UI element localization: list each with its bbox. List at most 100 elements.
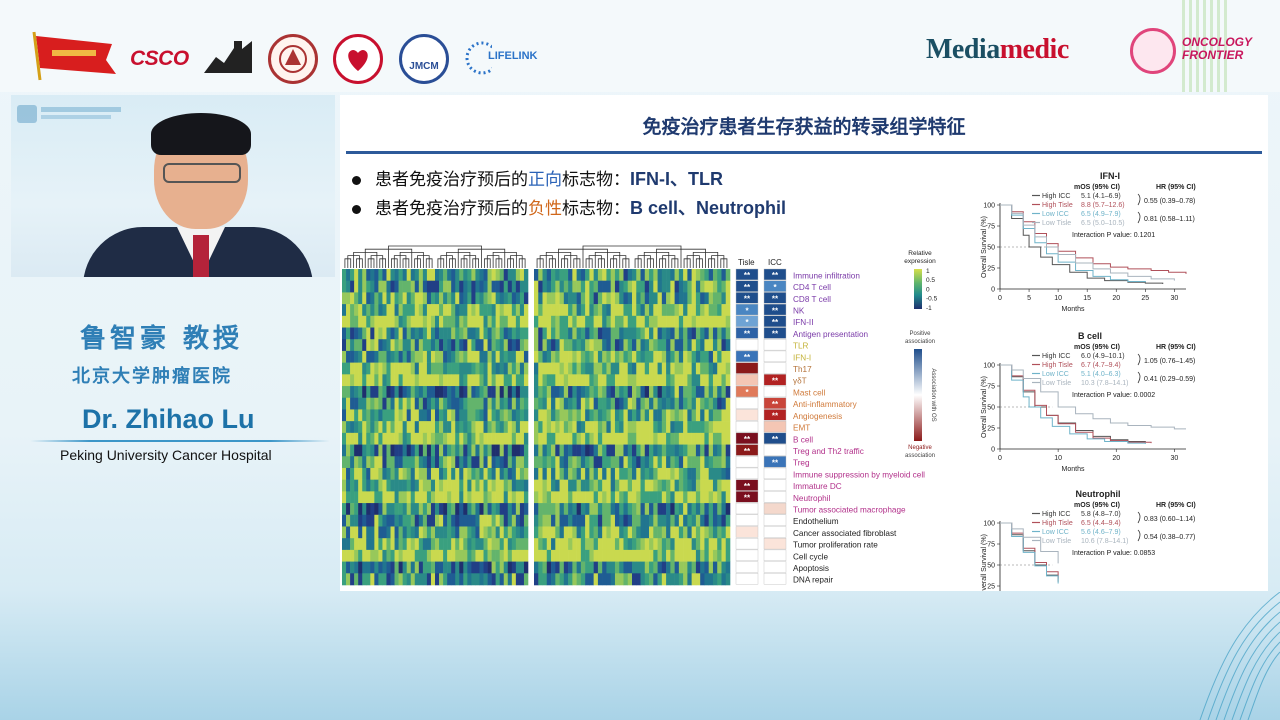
heatmap-cell xyxy=(657,339,663,352)
heatmap-cell xyxy=(382,561,387,574)
heatmap-cell xyxy=(555,479,560,492)
heatmap-cell xyxy=(342,526,347,539)
tisle-significance: ** xyxy=(744,447,751,456)
km-x-label: Months xyxy=(1062,306,1085,313)
heatmap-cell xyxy=(451,479,456,492)
heatmap-cell xyxy=(627,526,633,539)
heatmap-cell xyxy=(534,514,539,527)
heatmap-cell xyxy=(402,432,407,445)
heatmap-cell xyxy=(674,573,680,586)
heatmap-cell xyxy=(402,456,407,469)
heatmap-cell xyxy=(378,362,383,375)
heatmap-cell xyxy=(354,350,359,363)
heatmap-cell xyxy=(455,292,460,305)
heatmap-cell xyxy=(374,292,379,305)
heatmap-cell xyxy=(649,573,654,586)
heatmap-cell xyxy=(725,549,731,562)
heatmap-cell xyxy=(471,549,476,562)
heatmap-cell xyxy=(644,362,650,375)
heatmap-cell xyxy=(572,409,577,422)
heatmap-cell xyxy=(542,503,548,516)
km-hr-brace xyxy=(1137,529,1141,542)
heatmap-cell xyxy=(374,269,379,281)
heatmap-cell xyxy=(406,374,412,387)
tisle-association-cell xyxy=(735,339,759,351)
heatmap-cell xyxy=(386,444,391,457)
heatmap-cell xyxy=(479,444,484,457)
heatmap-cell xyxy=(394,549,399,562)
tisle-association-cell xyxy=(735,409,759,421)
heatmap-cell xyxy=(483,526,488,539)
heatmap-cell xyxy=(683,444,688,457)
heatmap-cell xyxy=(378,315,383,328)
heatmap-cell xyxy=(366,386,371,399)
heatmap-cell xyxy=(597,374,603,387)
pathway-label: Tumor associated macrophage xyxy=(793,505,906,514)
heatmap-cell xyxy=(386,292,391,305)
heatmap-cell xyxy=(700,386,705,399)
heatmap-cell xyxy=(455,315,460,328)
heatmap-cell xyxy=(519,573,525,586)
heatmap-cell xyxy=(519,280,525,293)
km-curve-low-icc xyxy=(1000,364,1146,444)
heatmap-cell xyxy=(519,409,525,422)
km-legend-mos: 5.1 (4.1–6.9) xyxy=(1081,193,1121,200)
heatmap-cell xyxy=(479,432,484,445)
heatmap-cell xyxy=(426,444,432,457)
heatmap-cell xyxy=(495,514,500,527)
heatmap-cell xyxy=(358,444,363,457)
heatmap-cell xyxy=(451,397,456,410)
heatmap-cell xyxy=(568,339,573,352)
heatmap-cell xyxy=(619,327,624,340)
heatmap-cell xyxy=(653,421,658,434)
heatmap-cell xyxy=(700,432,705,445)
heatmap-cell xyxy=(691,421,697,434)
heatmap-cell xyxy=(495,386,500,399)
heatmap-cell xyxy=(495,467,500,480)
heatmap-cell xyxy=(572,538,577,551)
heatmap-cell xyxy=(610,327,616,340)
km-legend-mos: 6.5 (5.0–10.5) xyxy=(1081,220,1125,227)
heatmap-cell xyxy=(507,456,513,469)
heatmap-cell xyxy=(439,479,444,492)
heatmap-cell xyxy=(589,327,594,340)
tisle-association-cell xyxy=(735,467,759,480)
heatmap-cell xyxy=(491,269,496,281)
heatmap-cell xyxy=(606,362,611,375)
heatmap-cell xyxy=(507,514,513,527)
heatmap-cell xyxy=(563,514,569,527)
legend-title-line2: expression xyxy=(904,258,936,265)
heatmap-cell xyxy=(649,432,654,445)
heatmap-cell xyxy=(426,456,432,469)
heatmap-cell xyxy=(378,386,383,399)
heatmap-cell xyxy=(483,339,488,352)
icc-significance: ** xyxy=(772,400,779,409)
heatmap-cell xyxy=(593,269,599,281)
heatmap-cell xyxy=(394,269,399,281)
heatmap-cell xyxy=(499,362,505,375)
heatmap-cell xyxy=(593,573,599,586)
heatmap-cell xyxy=(435,269,440,281)
heatmap-cell xyxy=(467,467,472,480)
heatmap-cell xyxy=(593,280,599,293)
heatmap-cell xyxy=(721,339,727,352)
heatmap-cell xyxy=(568,456,573,469)
heatmap-cell xyxy=(398,269,403,281)
heatmap-cell xyxy=(687,280,692,293)
heatmap-cell xyxy=(602,292,607,305)
heatmap-cell xyxy=(515,467,521,480)
heatmap-cell xyxy=(678,269,684,281)
heatmap-cell xyxy=(534,386,539,399)
heatmap-cell xyxy=(463,549,468,562)
heatmap-cell xyxy=(717,362,722,375)
heatmap-cell xyxy=(358,292,363,305)
heatmap-cell xyxy=(563,421,569,434)
heatmap-cell xyxy=(687,491,692,504)
heatmap-cell xyxy=(426,304,432,317)
heatmap-cell xyxy=(640,503,646,516)
heatmap-cell xyxy=(640,315,646,328)
heatmap-cell xyxy=(542,538,548,551)
heatmap-cell xyxy=(507,491,513,504)
heatmap-cell xyxy=(542,526,548,539)
heatmap-cell xyxy=(507,350,513,363)
